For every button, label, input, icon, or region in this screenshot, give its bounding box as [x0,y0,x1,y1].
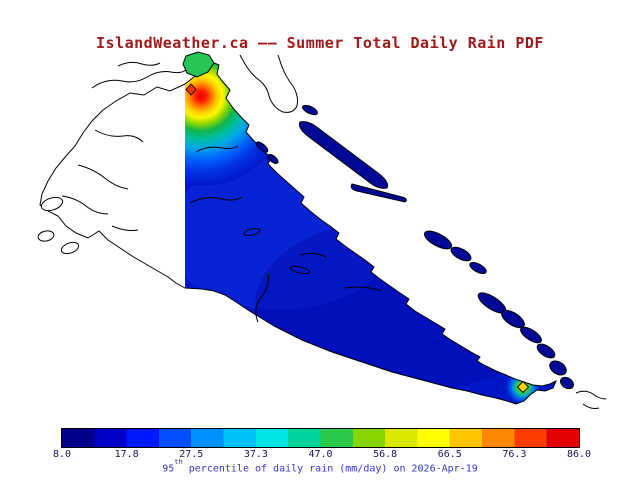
thin-strait-island [350,183,407,203]
colorbar-tick: 37.3 [243,449,268,460]
colorbar-caption: 95th percentile of daily rain (mm/day) o… [0,458,640,475]
colorbar-tick: 76.3 [502,449,527,460]
island-inlet-lines [189,145,382,323]
strait-islands-north [255,104,318,164]
mainland-sunshine-coast [239,54,298,113]
mid-strait-islands [423,230,487,275]
colorbar-gradient [62,429,579,447]
west-offshore-islands [37,196,80,255]
caption-superscript: th [174,458,183,466]
texada-island [298,121,389,189]
station-marker-victoria [516,380,530,394]
caption-number: 95 [162,463,175,475]
colorbar-tick: 66.5 [437,449,462,460]
colorbar-ticks: 8.0 17.8 27.5 37.3 47.0 56.8 66.5 76.3 8… [53,449,591,461]
west-inlet-lines [61,129,144,231]
colorbar-tick: 86.0 [566,449,592,460]
west-coastline [39,83,186,289]
colorbar [61,428,580,448]
island-lakes [243,228,311,275]
station-marker-north [185,83,197,96]
northwest-mainland-coast [91,61,187,89]
colorbar-tick: 56.8 [373,449,398,460]
colorbar-tick: 8.0 [52,449,72,460]
colorbar-tick: 27.5 [179,449,204,460]
gulf-islands [477,292,574,390]
colorbar-tick: 47.0 [308,449,333,460]
caption-text: percentile of daily rain (mm/day) on 202… [182,463,478,475]
colorbar-tick: 17.8 [114,449,139,460]
page-title: IslandWeather.ca –– Summer Total Daily R… [96,34,544,52]
rain-shading [185,62,556,404]
darker-rain-band [255,217,555,393]
southeast-coastlines [575,390,607,409]
green-island-north [182,51,215,78]
rain-hotspot-north [185,62,291,186]
